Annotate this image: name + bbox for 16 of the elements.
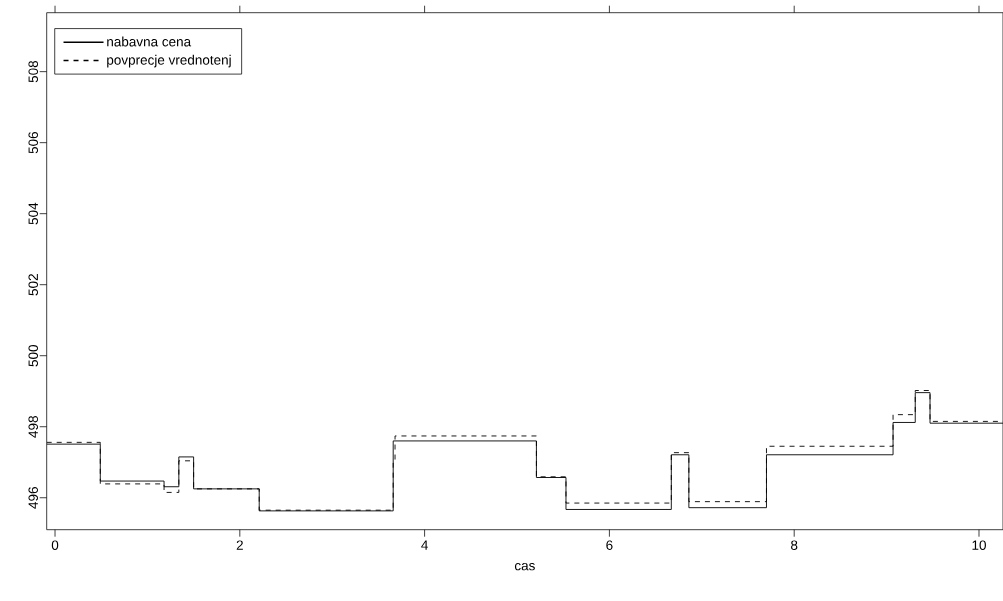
legend-label: povprecje vrednotenj	[107, 54, 231, 68]
x-tick-label: 6	[606, 540, 613, 550]
legend-label: nabavna cena	[107, 36, 192, 47]
x-tick-label: 2	[236, 540, 243, 550]
y-tick-label: 504	[28, 202, 38, 225]
y-tick-label: 508	[28, 60, 38, 83]
y-tick-label: 496	[28, 487, 38, 509]
y-tick-label: 502	[28, 274, 38, 296]
y-tick-label: 506	[28, 131, 38, 154]
x-axis-title: cas	[514, 562, 535, 571]
y-tick-label: 498	[28, 416, 38, 438]
x-tick-label: 0	[51, 540, 59, 550]
y-tick-label: 500	[28, 344, 38, 367]
x-tick-label: 4	[421, 540, 428, 550]
x-tick-label: 10	[972, 540, 986, 550]
x-tick-label: 8	[791, 540, 798, 550]
